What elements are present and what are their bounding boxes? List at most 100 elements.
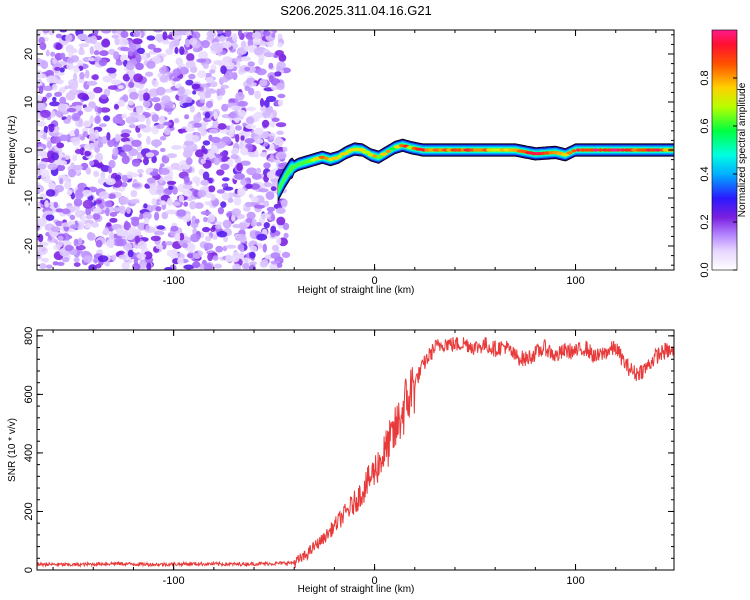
noise-blob: [143, 251, 153, 260]
noise-blob: [185, 133, 195, 142]
noise-blob: [92, 213, 101, 220]
noise-blob: [186, 53, 195, 62]
noise-blob: [250, 196, 259, 203]
noise-blob: [156, 225, 165, 230]
noise-blob: [91, 222, 99, 228]
noise-blob: [203, 216, 208, 223]
noise-blob: [37, 70, 43, 79]
noise-blob: [40, 60, 49, 70]
noise-blob: [82, 189, 92, 197]
noise-blob: [82, 131, 88, 138]
noise-blob: [269, 143, 275, 151]
noise-blob: [82, 120, 92, 128]
noise-blob: [153, 230, 165, 236]
noise-blob: [97, 141, 104, 148]
noise-blob: [137, 124, 147, 129]
noise-blob: [153, 47, 162, 53]
noise-blob: [248, 264, 256, 270]
ridge-hotspot: [367, 153, 374, 157]
x-tick-label: -100: [163, 575, 185, 587]
noise-blob: [43, 85, 53, 92]
noise-blob: [213, 157, 220, 166]
noise-blob: [92, 207, 102, 214]
noise-blob: [185, 79, 194, 86]
noise-blob: [233, 196, 242, 206]
noise-blob: [235, 233, 247, 241]
noise-blob: [37, 233, 44, 243]
noise-blob: [45, 214, 55, 221]
noise-blob: [78, 43, 90, 48]
noise-blob: [92, 30, 99, 36]
noise-blob: [173, 30, 184, 36]
noise-blob: [37, 131, 41, 140]
noise-blob: [224, 61, 235, 70]
noise-blob: [68, 168, 76, 178]
noise-blob: [201, 40, 210, 49]
ridge-hotspot: [379, 152, 388, 156]
noise-blob: [95, 263, 102, 269]
noise-blob: [258, 41, 268, 46]
noise-blob: [159, 115, 165, 125]
noise-blob: [182, 189, 193, 197]
noise-blob: [42, 30, 50, 34]
noise-blob: [210, 194, 216, 201]
noise-blob: [107, 85, 119, 90]
ridge-hotspot: [393, 145, 401, 149]
noise-blob: [37, 246, 48, 255]
noise-blob: [229, 123, 235, 133]
noise-blob: [258, 188, 269, 193]
noise-blob: [95, 152, 104, 161]
noise-blob: [51, 136, 62, 144]
ridge-hotspot: [389, 147, 396, 151]
noise-blob: [274, 71, 282, 77]
noise-blob: [178, 195, 184, 202]
noise-blob: [182, 102, 193, 107]
noise-blob: [259, 216, 265, 223]
noise-blob: [137, 114, 146, 122]
y-tick-label: 400: [23, 444, 35, 462]
noise-blob: [117, 99, 126, 107]
noise-blob: [93, 140, 98, 148]
noise-blob: [249, 245, 258, 252]
noise-blob: [112, 147, 119, 157]
noise-blob: [164, 267, 173, 270]
noise-blob: [73, 198, 83, 207]
noise-blob: [259, 78, 268, 87]
colorbar-ticks: 0.0 0.2 0.4 0.6 0.8: [699, 70, 737, 278]
noise-blob: [37, 95, 43, 100]
noise-blob: [72, 154, 78, 162]
noise-blob: [65, 91, 76, 101]
noise-blob: [121, 113, 127, 119]
noise-blob: [46, 137, 52, 143]
noise-blob: [89, 160, 95, 166]
noise-blob: [43, 210, 54, 215]
noise-blob: [77, 33, 88, 40]
noise-blob: [245, 217, 253, 223]
noise-blob: [178, 86, 185, 95]
noise-blob: [85, 206, 92, 216]
noise-blob: [113, 238, 124, 247]
noise-blob: [155, 206, 162, 212]
ridge-hotspot: [579, 148, 587, 152]
noise-blob: [56, 241, 63, 248]
noise-blob: [39, 42, 47, 50]
noise-blob: [159, 136, 167, 141]
noise-blob: [193, 189, 200, 198]
noise-blob: [131, 139, 142, 147]
noise-blob: [71, 112, 81, 122]
noise-blob: [282, 146, 288, 152]
noise-blob: [144, 88, 149, 93]
noise-blob: [132, 263, 141, 270]
noise-blob: [100, 94, 108, 100]
noise-blob: [165, 209, 177, 215]
noise-blob: [118, 254, 127, 260]
noise-blob: [70, 82, 79, 90]
noise-blob: [53, 201, 58, 209]
noise-blob: [271, 117, 280, 123]
noise-blob: [223, 235, 229, 243]
noise-blob: [237, 30, 243, 37]
noise-blob: [78, 237, 83, 246]
noise-blob: [127, 249, 134, 258]
noise-blob: [103, 115, 111, 122]
noise-blob: [78, 244, 85, 250]
